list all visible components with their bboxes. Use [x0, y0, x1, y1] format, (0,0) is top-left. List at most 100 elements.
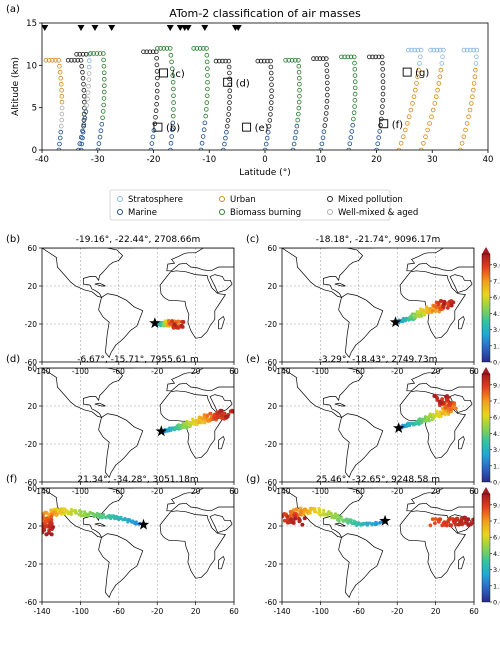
data-point: [204, 107, 209, 112]
trajectory-point: [434, 305, 439, 310]
data-point: [148, 147, 154, 150]
data-point: [202, 120, 208, 126]
data-point: [346, 147, 352, 150]
data-point: [227, 94, 233, 99]
colorbar-tick-label: 4.5: [493, 550, 500, 558]
data-point: [266, 124, 272, 129]
y-axis-label: Altitude (km): [11, 57, 21, 116]
data-point: [376, 54, 382, 60]
y-tick-label: 60: [267, 244, 277, 253]
annotation-box: [153, 122, 163, 132]
data-point: [352, 79, 358, 84]
data-point: [410, 101, 415, 106]
data-point: [95, 147, 101, 150]
map-area: [42, 248, 234, 362]
trajectory-point: [446, 398, 451, 403]
data-point: [380, 79, 386, 84]
x-tick-label: 0: [262, 155, 267, 165]
data-point: [96, 141, 102, 146]
data-point: [473, 67, 478, 73]
data-point: [264, 135, 270, 141]
data-point: [78, 57, 84, 63]
data-point: [59, 105, 65, 111]
trajectory-point: [215, 415, 220, 420]
coastline: [338, 413, 384, 478]
colorbar-tick-label: 6.0: [493, 534, 500, 542]
legend-box: [109, 189, 391, 221]
data-point: [102, 83, 107, 88]
colorbar-tick-label: 1.5: [493, 342, 500, 350]
data-point: [216, 58, 222, 64]
data-point: [205, 80, 210, 85]
map-area: [42, 368, 234, 482]
x-tick-label: -100: [72, 487, 89, 496]
data-point: [76, 147, 81, 150]
data-point: [59, 99, 65, 105]
trajectory-point: [187, 420, 192, 424]
data-point: [77, 141, 83, 146]
data-point: [411, 94, 417, 99]
trajectory-point: [171, 325, 176, 330]
data-point: [345, 54, 351, 60]
data-point: [352, 85, 358, 91]
coastline: [159, 270, 226, 339]
data-point: [101, 96, 107, 101]
x-tick-label: -60: [353, 607, 365, 616]
data-point: [347, 141, 353, 147]
data-point: [204, 93, 210, 99]
data-point: [80, 75, 86, 81]
data-point: [82, 115, 88, 121]
data-point: [49, 57, 55, 63]
data-point: [226, 58, 232, 64]
data-point: [323, 111, 329, 116]
trajectory-point: [437, 517, 442, 522]
x-tick-label: -100: [312, 487, 329, 496]
trajectory-point: [174, 325, 179, 330]
trajectory-point: [172, 322, 177, 327]
legend-marker: [327, 196, 333, 202]
data-point: [409, 47, 414, 53]
data-point: [191, 46, 197, 51]
trajectory-point: [302, 507, 307, 512]
trajectory-point: [91, 511, 95, 515]
trajectory-point: [321, 511, 325, 516]
flight-marker: [201, 25, 209, 31]
trajectory-point: [345, 517, 349, 521]
data-point: [296, 99, 302, 105]
trajectory-point: [449, 407, 453, 411]
data-point: [169, 59, 174, 65]
data-point: [296, 69, 302, 75]
flight-marker: [108, 25, 116, 31]
data-point: [102, 89, 107, 95]
data-point: [101, 64, 107, 69]
trajectory-point: [67, 511, 71, 515]
data-point: [378, 122, 383, 128]
data-point: [380, 91, 386, 97]
data-point: [155, 46, 160, 51]
data-point: [168, 52, 174, 58]
coastline: [209, 274, 233, 294]
colorbar-tick-label: 4.5: [493, 430, 500, 438]
y-tick-label: -20: [25, 560, 37, 569]
y-tick-label: 20: [27, 522, 37, 531]
trajectory-point: [225, 414, 230, 419]
data-point: [317, 56, 323, 61]
data-point: [150, 134, 156, 140]
data-point: [342, 54, 347, 60]
trajectory-point: [408, 315, 412, 319]
y-tick-label: 60: [27, 364, 37, 373]
data-point: [436, 81, 442, 86]
panel-letter: (d): [6, 354, 20, 365]
x-tick-label: -100: [72, 367, 89, 376]
data-point: [268, 58, 273, 64]
legend-label: Biomass burning: [230, 208, 301, 218]
data-point: [200, 134, 206, 139]
data-point: [351, 116, 356, 122]
trajectory-point: [331, 514, 336, 518]
x-tick-label: -20: [391, 367, 403, 376]
trajectory-point: [222, 411, 227, 416]
map-area: [282, 368, 474, 482]
x-axis-label: Latitude (°): [239, 168, 290, 178]
data-point: [43, 57, 49, 63]
data-point: [87, 51, 92, 57]
